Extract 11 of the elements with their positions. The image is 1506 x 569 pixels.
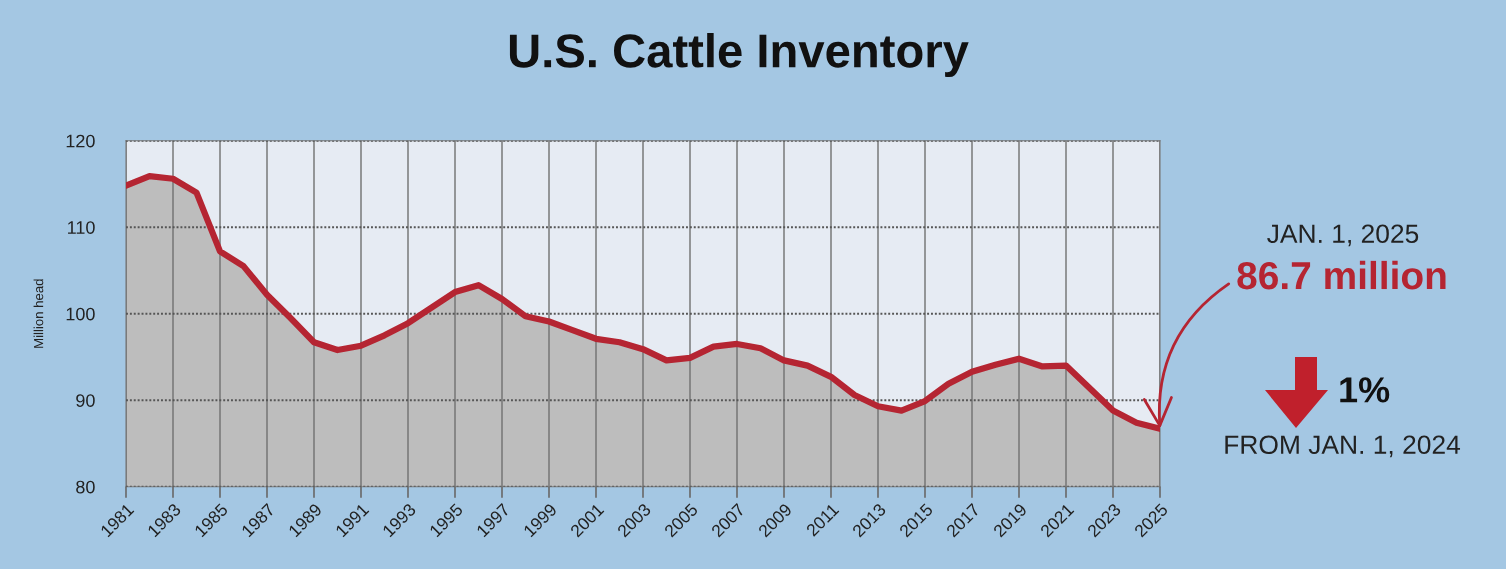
text: JAN. 1, 2025 xyxy=(1267,224,1419,247)
y-tick-label: 120 xyxy=(66,134,95,148)
y-tick-label: 80 xyxy=(76,480,95,494)
text: FROM JAN. 1, 2024 xyxy=(1225,435,1461,458)
y-tick-label: 100 xyxy=(66,307,95,321)
chart-title: U.S. Cattle Inventory xyxy=(509,32,969,78)
y-tick-label: 90 xyxy=(76,394,95,407)
annotation: 86.7 million xyxy=(1237,260,1446,290)
y-axis-title: Million head xyxy=(33,279,44,348)
y-tick-label: 110 xyxy=(68,221,95,234)
text: 1% xyxy=(1340,377,1390,403)
